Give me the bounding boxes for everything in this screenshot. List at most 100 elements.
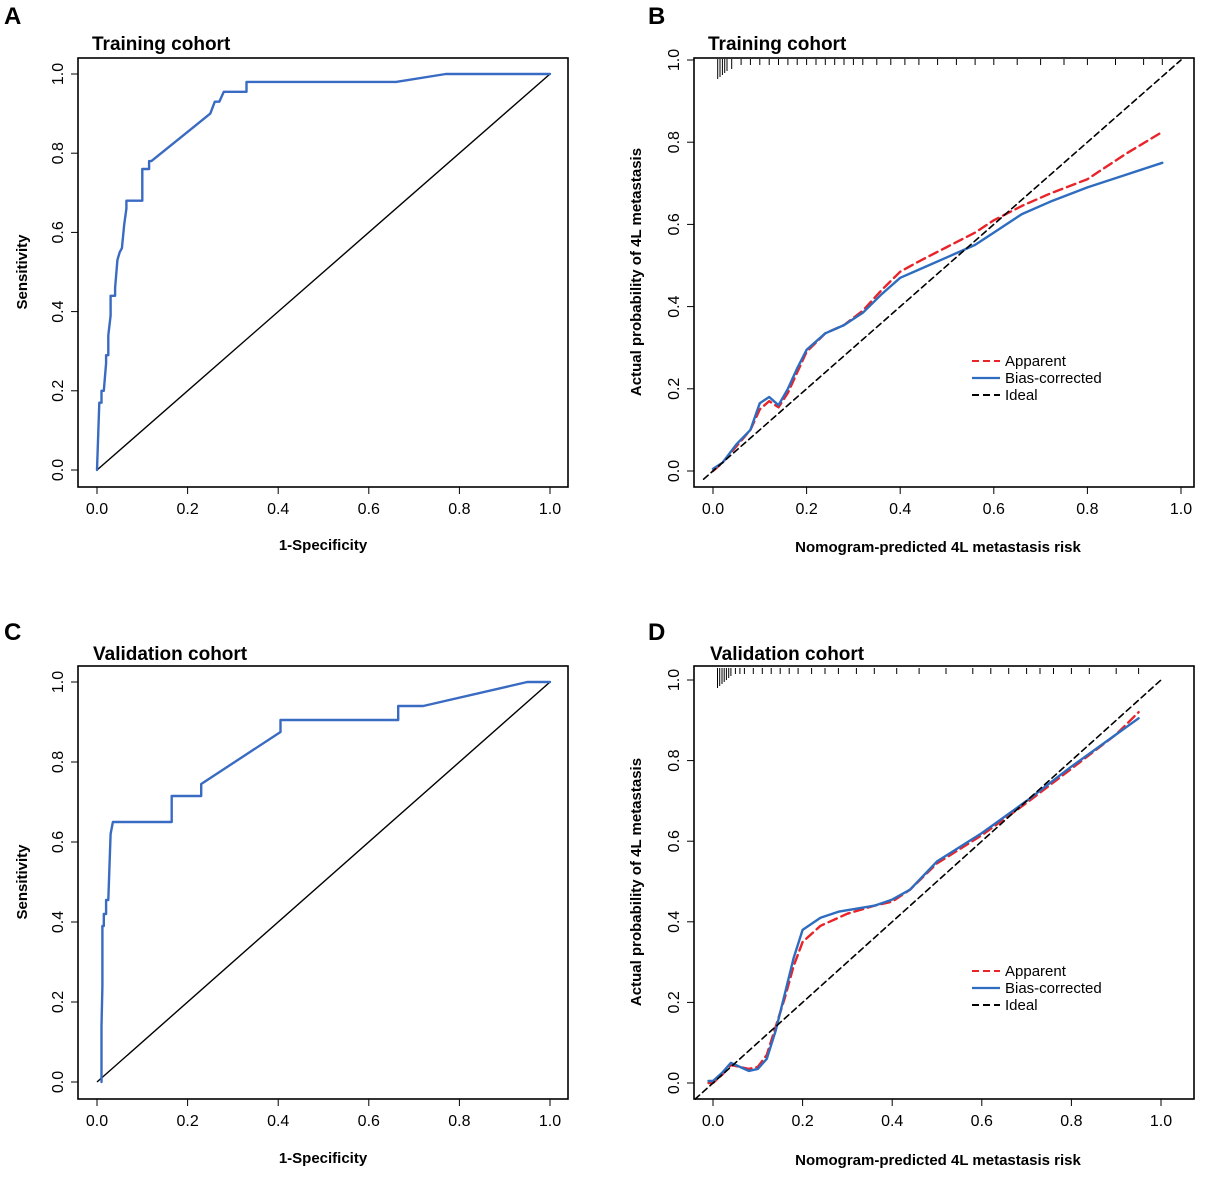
x-tick-label-a-0: 0.0: [86, 501, 108, 518]
legend-b: Apparent Bias-corrected Ideal: [972, 353, 1102, 404]
plot-frame-c: [77, 665, 569, 1100]
series-ideal-line-b: [702, 59, 1182, 481]
legend-label-bias-corrected-d: Bias-corrected: [1005, 980, 1102, 997]
series-apparent-line-d: [707, 711, 1140, 1085]
y-tick-label-a-2: 0.4: [50, 300, 67, 322]
x-tick-label-c-1: 0.2: [176, 1113, 198, 1130]
x-tick-label-d-0: 0.0: [702, 1113, 724, 1130]
y-tick-label-b-5: 1.0: [666, 49, 683, 71]
y-tick-label-a-5: 1.0: [50, 63, 67, 85]
y-axis-label-c: Sensitivity: [14, 844, 31, 920]
legend-label-ideal-d: Ideal: [1005, 997, 1038, 1014]
y-ticks-b: 0.0 0.2 0.4 0.6 0.8 1.0: [666, 49, 694, 482]
x-ticks-c: 0.0 0.2 0.4 0.6 0.8 1.0: [86, 1099, 561, 1130]
y-tick-label-a-0: 0.0: [50, 459, 67, 481]
y-tick-label-d-5: 1.0: [666, 669, 683, 691]
legend-label-apparent-b: Apparent: [1005, 353, 1067, 370]
series-bias-corrected-line-b: [711, 161, 1164, 471]
panel-a: A Training cohort 0.0 0.2 0.4 0.6 0.8 1.…: [4, 3, 569, 554]
x-tick-label-d-4: 0.8: [1060, 1113, 1082, 1130]
plot-frame-d: [693, 665, 1195, 1100]
x-tick-label-d-5: 1.0: [1150, 1113, 1172, 1130]
chart-title-d: Validation cohort: [710, 644, 865, 665]
legend-label-bias-corrected-b: Bias-corrected: [1005, 370, 1102, 387]
y-tick-label-c-2: 0.4: [50, 911, 67, 933]
x-tick-label-c-4: 0.8: [448, 1113, 470, 1130]
y-tick-label-d-0: 0.0: [666, 1072, 683, 1094]
y-tick-label-b-3: 0.6: [666, 213, 683, 235]
x-tick-label-d-2: 0.4: [881, 1113, 903, 1130]
x-ticks-a: 0.0 0.2 0.4 0.6 0.8 1.0: [86, 487, 561, 518]
panel-label-b: B: [648, 3, 665, 30]
y-tick-label-b-1: 0.2: [666, 378, 683, 400]
panel-label-d: D: [648, 619, 665, 646]
x-tick-label-c-3: 0.6: [358, 1113, 380, 1130]
y-ticks-d: 0.0 0.2 0.4 0.6 0.8 1.0: [666, 669, 694, 1094]
panel-label-a: A: [4, 3, 21, 30]
y-tick-label-c-5: 1.0: [50, 671, 67, 693]
x-tick-label-c-0: 0.0: [86, 1113, 108, 1130]
chart-title-a: Training cohort: [92, 34, 231, 55]
x-ticks-b: 0.0 0.2 0.4 0.6 0.8 1.0: [702, 487, 1192, 518]
x-tick-label-b-1: 0.2: [795, 501, 817, 518]
x-tick-label-a-3: 0.6: [358, 501, 380, 518]
y-tick-label-d-4: 0.8: [666, 749, 683, 771]
series-apparent-line-b: [711, 130, 1164, 473]
x-axis-label-d: Nomogram-predicted 4L metastasis risk: [795, 1152, 1081, 1169]
reference-diagonal-c: [96, 681, 551, 1083]
chart-title-c: Validation cohort: [93, 644, 248, 665]
panel-label-c: C: [4, 619, 21, 646]
x-axis-label-c: 1-Specificity: [279, 1150, 368, 1167]
plot-frame-a: [77, 57, 569, 488]
y-tick-label-c-0: 0.0: [50, 1071, 67, 1093]
y-tick-label-b-4: 0.8: [666, 131, 683, 153]
x-tick-label-c-2: 0.4: [267, 1113, 289, 1130]
legend-d: Apparent Bias-corrected Ideal: [972, 963, 1102, 1014]
panel-b: B Training cohort 0.0 0.2 0.4 0.6 0.8 1.…: [628, 3, 1195, 556]
y-axis-label-a: Sensitivity: [14, 234, 31, 310]
series-bias-corrected-line-d: [707, 717, 1140, 1083]
y-tick-label-c-3: 0.6: [50, 831, 67, 853]
y-tick-label-b-0: 0.0: [666, 460, 683, 482]
x-tick-label-a-1: 0.2: [176, 501, 198, 518]
y-tick-label-d-1: 0.2: [666, 991, 683, 1013]
x-ticks-d: 0.0 0.2 0.4 0.6 0.8 1.0: [702, 1099, 1172, 1130]
series-roc-line-c: [100, 680, 552, 1084]
y-tick-label-b-2: 0.4: [666, 295, 683, 317]
chart-title-b: Training cohort: [708, 34, 847, 55]
x-tick-label-a-4: 0.8: [448, 501, 470, 518]
x-tick-label-d-3: 0.6: [971, 1113, 993, 1130]
x-axis-label-a: 1-Specificity: [279, 537, 368, 554]
y-ticks-c: 0.0 0.2 0.4 0.6 0.8 1.0: [50, 671, 78, 1093]
y-ticks-a: 0.0 0.2 0.4 0.6 0.8 1.0: [50, 63, 78, 481]
series-ideal-line-d: [694, 679, 1162, 1100]
x-tick-label-b-4: 0.8: [1076, 501, 1098, 518]
x-tick-label-c-5: 1.0: [539, 1113, 561, 1130]
y-axis-label-d: Actual probability of 4L metastasis: [628, 758, 645, 1006]
y-tick-label-a-3: 0.6: [50, 221, 67, 243]
y-tick-label-a-4: 0.8: [50, 142, 67, 164]
x-tick-label-a-2: 0.4: [267, 501, 289, 518]
series-roc-line-a: [95, 72, 552, 472]
x-tick-label-b-3: 0.6: [983, 501, 1005, 518]
y-tick-label-d-2: 0.4: [666, 911, 683, 933]
legend-label-ideal-b: Ideal: [1005, 387, 1038, 404]
panel-d: D Validation cohort 0.0 0.2 0.4 0.6 0.8 …: [628, 619, 1195, 1169]
x-tick-label-b-0: 0.0: [702, 501, 724, 518]
x-tick-label-d-1: 0.2: [791, 1113, 813, 1130]
y-tick-label-a-1: 0.2: [50, 380, 67, 402]
plot-frame-b: [693, 57, 1195, 488]
x-axis-label-b: Nomogram-predicted 4L metastasis risk: [795, 539, 1081, 556]
panel-c: C Validation cohort 0.0 0.2 0.4 0.6 0.8 …: [4, 619, 569, 1167]
plot-area-d: [694, 668, 1162, 1100]
reference-diagonal-a: [96, 73, 551, 471]
y-tick-label-d-3: 0.6: [666, 830, 683, 852]
x-tick-label-a-5: 1.0: [539, 501, 561, 518]
y-tick-label-c-4: 0.8: [50, 751, 67, 773]
legend-label-apparent-d: Apparent: [1005, 963, 1067, 980]
plot-area-b: [702, 59, 1182, 481]
y-tick-label-c-1: 0.2: [50, 991, 67, 1013]
x-tick-label-b-2: 0.4: [889, 501, 911, 518]
x-tick-label-b-5: 1.0: [1170, 501, 1192, 518]
